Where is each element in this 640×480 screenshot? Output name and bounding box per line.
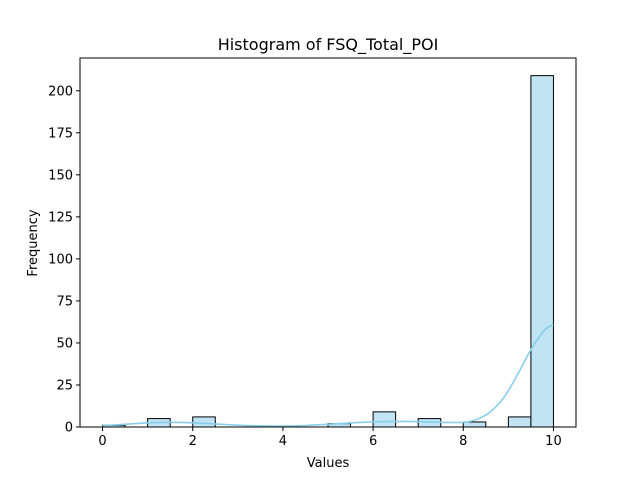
histogram-bar <box>372 411 397 428</box>
x-tick-label: 6 <box>369 434 377 449</box>
x-tick-label: 0 <box>98 434 106 449</box>
histogram-bar <box>192 416 216 428</box>
axes-frame <box>79 57 577 428</box>
kde-curve <box>102 323 554 427</box>
y-tick-label: 50 <box>56 336 73 351</box>
histogram-bar <box>507 416 532 428</box>
histogram-bar <box>530 75 554 428</box>
x-tick-label: 4 <box>279 434 287 449</box>
y-tick-label: 125 <box>48 210 73 225</box>
y-tick-label: 100 <box>48 252 73 267</box>
x-tick-label: 8 <box>459 434 467 449</box>
y-tick-label: 0 <box>65 421 73 436</box>
y-tick-label: 25 <box>56 378 73 393</box>
chart-title: Histogram of FSQ_Total_POI <box>218 35 439 55</box>
y-tick-label: 75 <box>56 294 73 309</box>
y-tick-label: 175 <box>48 126 73 141</box>
y-tick-label: 200 <box>48 84 73 99</box>
y-axis-title: Frequency <box>26 209 41 276</box>
x-tick-label: 10 <box>545 434 562 449</box>
x-axis-title: Values <box>307 456 350 471</box>
y-tick-label: 150 <box>48 168 73 183</box>
x-tick-label: 2 <box>189 434 197 449</box>
